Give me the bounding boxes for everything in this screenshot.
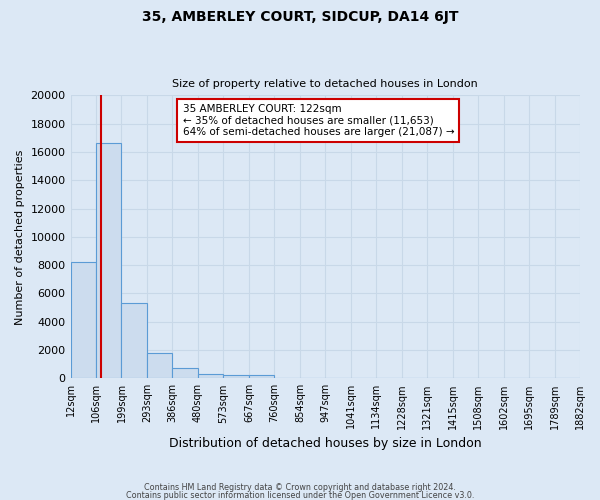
Text: Contains HM Land Registry data © Crown copyright and database right 2024.: Contains HM Land Registry data © Crown c… <box>144 484 456 492</box>
Bar <box>172 368 198 378</box>
Bar <box>121 304 147 378</box>
Bar <box>198 374 223 378</box>
Y-axis label: Number of detached properties: Number of detached properties <box>15 149 25 324</box>
Bar <box>96 144 121 378</box>
Bar <box>147 353 172 378</box>
Bar <box>249 375 274 378</box>
Title: Size of property relative to detached houses in London: Size of property relative to detached ho… <box>172 79 478 89</box>
Text: Contains public sector information licensed under the Open Government Licence v3: Contains public sector information licen… <box>126 490 474 500</box>
Text: 35 AMBERLEY COURT: 122sqm
← 35% of detached houses are smaller (11,653)
64% of s: 35 AMBERLEY COURT: 122sqm ← 35% of detac… <box>182 104 454 137</box>
Bar <box>71 262 96 378</box>
X-axis label: Distribution of detached houses by size in London: Distribution of detached houses by size … <box>169 437 482 450</box>
Text: 35, AMBERLEY COURT, SIDCUP, DA14 6JT: 35, AMBERLEY COURT, SIDCUP, DA14 6JT <box>142 10 458 24</box>
Bar <box>223 375 249 378</box>
